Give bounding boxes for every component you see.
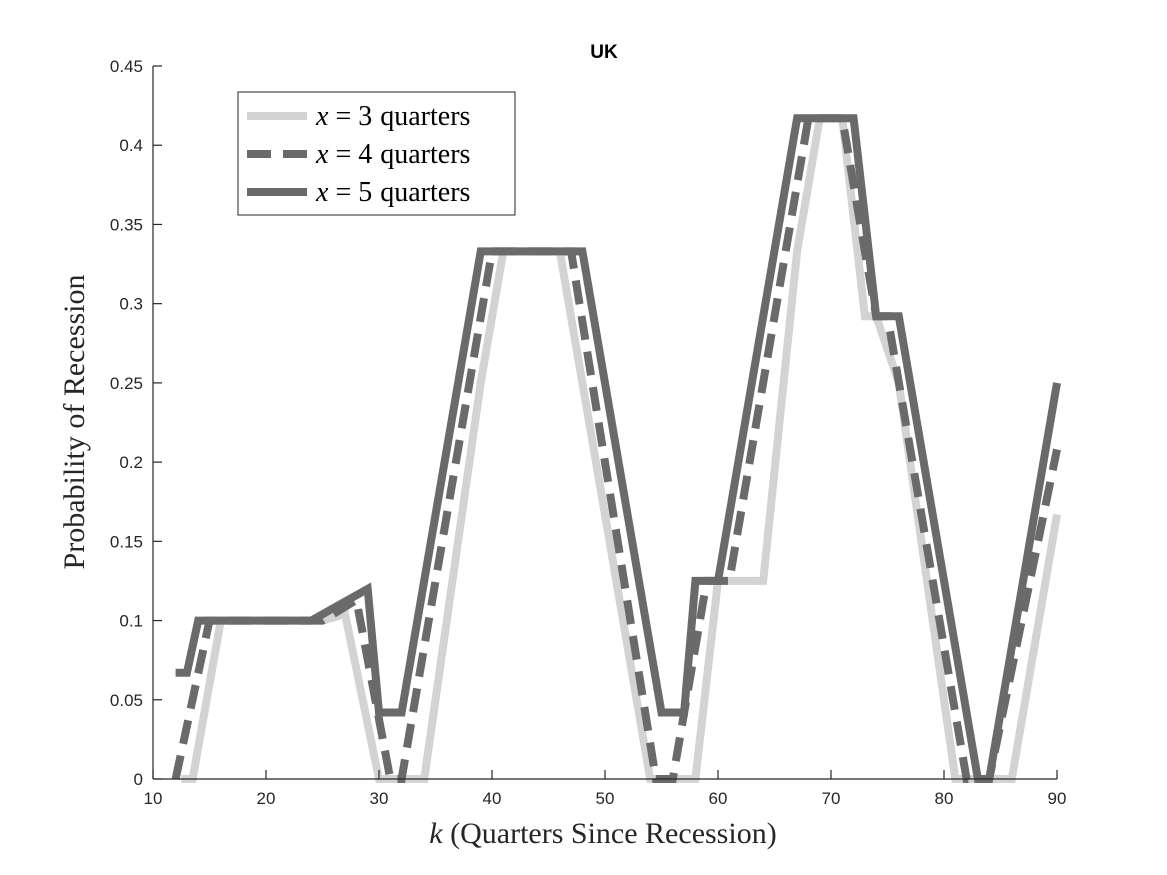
y-tick-label: 0.05 xyxy=(110,691,143,710)
legend-unit: quarters xyxy=(380,101,470,132)
legend-unit: quarters xyxy=(380,139,470,170)
legend-number: 3 xyxy=(358,101,372,132)
y-axis-label: Probability of Recession xyxy=(58,275,91,570)
y-tick-label: 0 xyxy=(134,770,143,789)
y-ticks: 0 0.05 0.1 0.15 0.2 0.25 0.3 0.35 0.4 0.45 xyxy=(110,57,162,789)
x-tick-label: 80 xyxy=(935,789,954,808)
x-tick-label: 20 xyxy=(257,789,276,808)
x-tick-label: 60 xyxy=(709,789,728,808)
y-tick-label: 0.3 xyxy=(119,295,143,314)
chart-title: UK xyxy=(590,42,618,63)
legend-variable: x xyxy=(315,139,329,170)
x-tick-label: 90 xyxy=(1048,789,1067,808)
legend-equals: = xyxy=(328,139,358,170)
legend-variable: x xyxy=(315,101,329,132)
legend: x = 3 quarters x = 4 quarters x = 5 quarters xyxy=(237,91,516,216)
y-tick-label: 0.2 xyxy=(119,453,143,472)
y-tick-label: 0.1 xyxy=(119,612,143,631)
legend-label: x = 4 quarters xyxy=(315,139,470,170)
legend-label: x = 5 quarters xyxy=(315,177,470,208)
series-line-x5 xyxy=(175,114,1061,783)
legend-entry-x5: x = 5 quarters xyxy=(247,177,470,208)
y-tick-label: 0.35 xyxy=(110,215,143,234)
x-ticks: 10 20 30 40 50 60 70 80 90 xyxy=(144,770,1067,808)
x-axis-label: k (Quarters Since Recession) xyxy=(429,817,776,850)
legend-equals: = xyxy=(328,177,358,208)
legend-entry-x3: x = 3 quarters xyxy=(247,101,470,132)
legend-box xyxy=(237,91,516,216)
x-tick-label: 40 xyxy=(483,789,502,808)
x-tick-label: 70 xyxy=(822,789,841,808)
legend-label: x = 3 quarters xyxy=(315,101,470,132)
legend-number: 5 xyxy=(358,177,372,208)
x-axis-variable: k xyxy=(429,817,443,850)
legend-entry-x4: x = 4 quarters xyxy=(247,139,470,170)
y-tick-label: 0.4 xyxy=(119,136,143,155)
y-tick-label: 0.25 xyxy=(110,374,143,393)
legend-number: 4 xyxy=(358,139,372,170)
legend-equals: = xyxy=(328,101,358,132)
legend-variable: x xyxy=(315,177,329,208)
x-tick-label: 30 xyxy=(370,789,389,808)
y-tick-label: 0.15 xyxy=(110,532,143,551)
legend-unit: quarters xyxy=(380,177,470,208)
y-tick-label: 0.45 xyxy=(110,57,143,76)
x-tick-label: 50 xyxy=(596,789,615,808)
x-axis-label-text: (Quarters Since Recession) xyxy=(450,817,777,850)
x-tick-label: 10 xyxy=(144,789,163,808)
